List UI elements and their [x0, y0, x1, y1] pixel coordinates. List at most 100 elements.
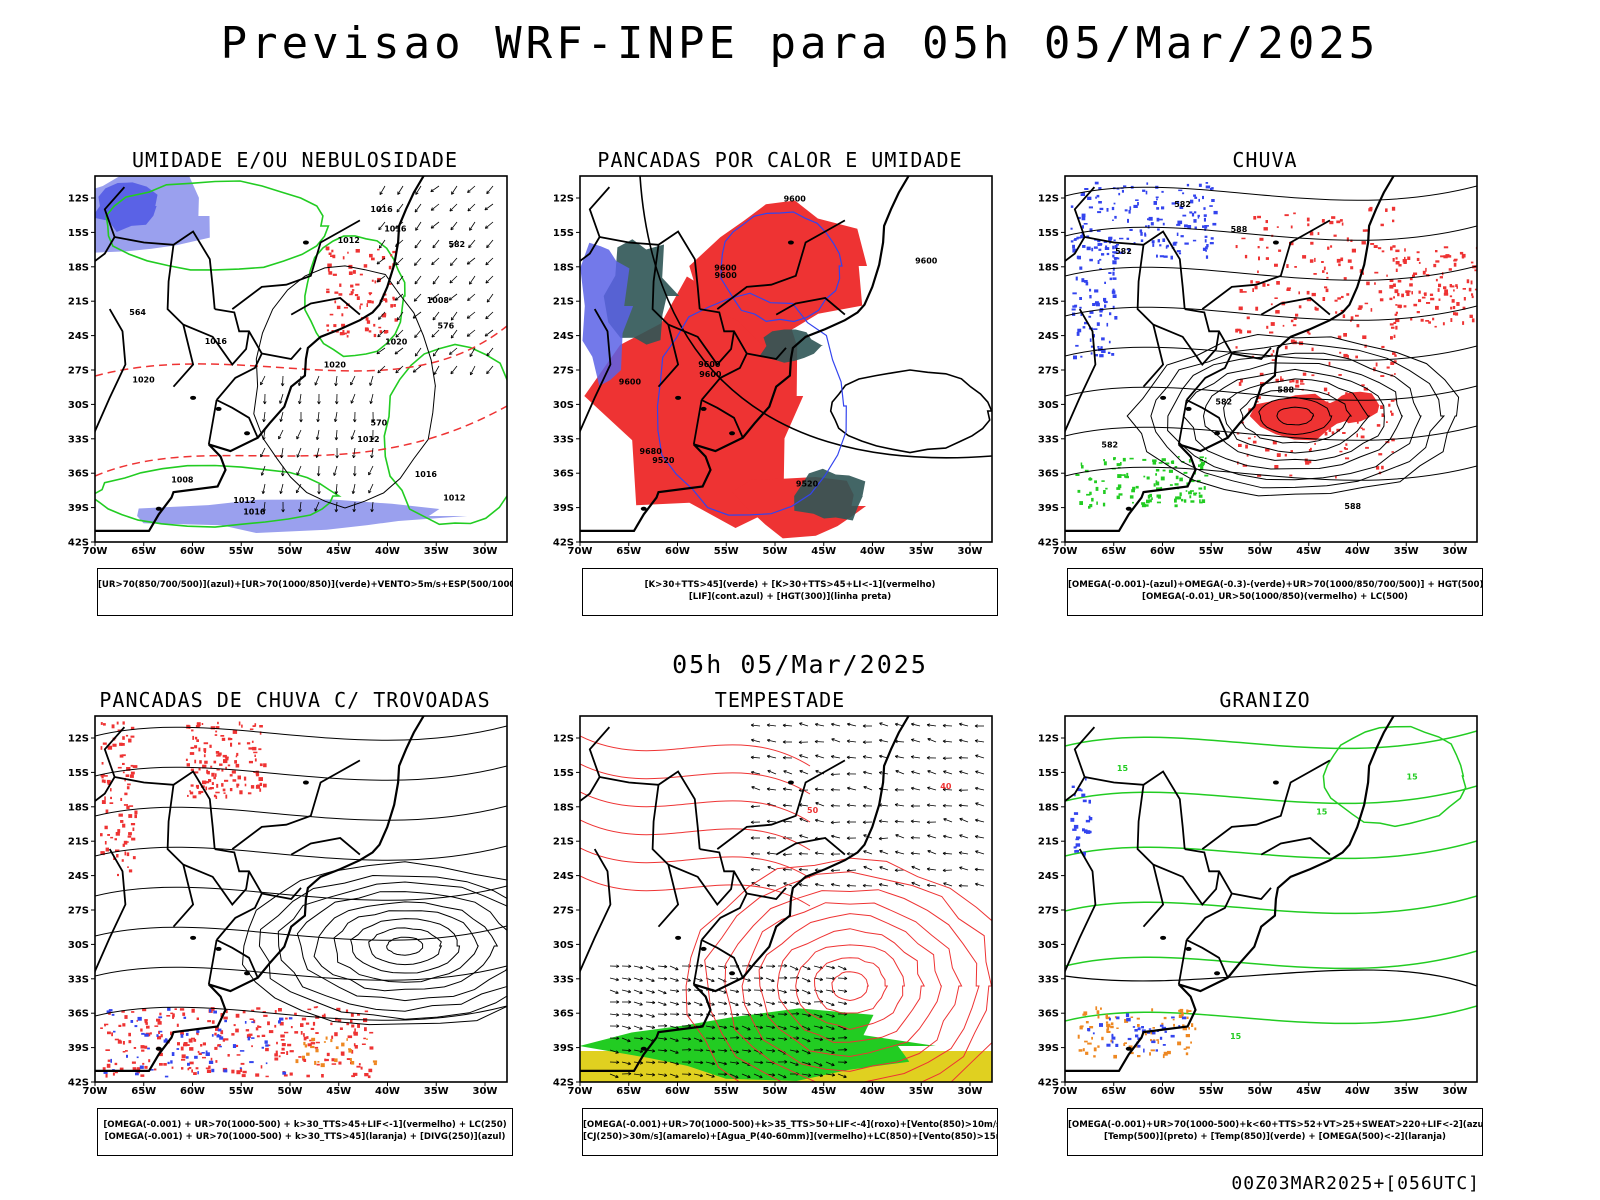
rain-mark [1356, 420, 1359, 424]
wind-vector [371, 501, 374, 512]
wind-vector-head [784, 1012, 788, 1017]
wind-vector [975, 755, 985, 759]
wind-vector [412, 365, 422, 373]
storm-mark [257, 784, 260, 787]
rain-mark [1290, 225, 1293, 229]
omega-mark [1158, 218, 1163, 221]
divergence-mark [165, 1038, 168, 1041]
map-granizo[interactable]: 1515151512S15S18S21S24S27S30S33S36S39S42… [1025, 712, 1505, 1112]
streamline [1239, 388, 1353, 444]
omega-mark [1104, 247, 1110, 250]
wind-vector [959, 771, 969, 775]
hail-mark-orange [1100, 1007, 1102, 1010]
wind-vector-head [687, 978, 691, 982]
wind-vector [767, 852, 777, 855]
wind-vector-head [894, 803, 899, 807]
rain-mark [1362, 428, 1365, 431]
omega-mark [1161, 190, 1164, 193]
storm-mark-orange [330, 1038, 333, 1043]
low-level-contour [704, 871, 992, 1082]
wind-vector [765, 1037, 775, 1041]
wind-vector-head [378, 316, 382, 320]
coastline [580, 176, 910, 532]
storm-mark [251, 740, 254, 743]
storm-mark [202, 764, 207, 769]
storm-mark [159, 1063, 163, 1066]
storm-mark [259, 725, 263, 728]
lake-mark [700, 406, 707, 411]
streamline [368, 927, 443, 966]
legend-line: [K>30+TTS>45](verde) + [K>30+TTS>45+LI<-… [644, 580, 936, 590]
omega-mark [1086, 493, 1091, 496]
map-pancadas-calor[interactable]: 9600960096009520960096009680960095209600… [540, 172, 1020, 572]
wind-vector-head [878, 819, 883, 824]
storm-mark [174, 1008, 177, 1010]
rain-mark [1239, 329, 1243, 334]
omega-mark [1168, 469, 1173, 473]
omega-mark [1113, 457, 1116, 461]
lat-label: 27S [553, 906, 574, 917]
rain-mark [1442, 322, 1445, 326]
wind-vector-head [796, 1036, 800, 1040]
wind-vector-head [615, 1074, 619, 1079]
wind-vector [431, 329, 440, 338]
wind-vector-head [747, 1074, 751, 1079]
wind-vector [837, 989, 847, 992]
wind-vector-head [911, 865, 915, 870]
map-tempestade[interactable]: 504012S15S18S21S24S27S30S33S36S39S42S70W… [540, 712, 1020, 1112]
wind-vector-head [958, 788, 962, 792]
map-chuva[interactable]: 58258858258858258858212S15S18S21S24S27S3… [1025, 172, 1505, 572]
wind-vector [782, 804, 793, 807]
wind-vector [765, 1025, 775, 1029]
streamline [1065, 305, 1477, 321]
wind-vector [783, 770, 793, 775]
wind-vector [279, 393, 284, 404]
wind-vector-head [316, 473, 321, 477]
coastline [1065, 716, 1395, 1072]
wind-vector-head [878, 883, 883, 887]
rain-mark [1386, 366, 1390, 369]
wind-vector [911, 771, 921, 775]
lon-label: 70W [1053, 546, 1078, 557]
wind-vector-head [798, 851, 802, 856]
rain-mark [1356, 433, 1358, 438]
lon-label: 55W [714, 546, 739, 557]
divergence-mark [163, 1039, 168, 1043]
lake-mark [190, 395, 197, 400]
wind-vector [879, 820, 889, 823]
wind-vector [927, 884, 937, 887]
hail-mark-orange [1123, 1043, 1126, 1046]
low-level-contour [580, 735, 811, 767]
wind-vector [450, 221, 458, 231]
storm-mark [219, 763, 223, 766]
wind-vector-head [315, 454, 319, 458]
omega-mark [1079, 297, 1082, 300]
rain-mark [1306, 299, 1312, 302]
country-border [699, 848, 748, 941]
omega-mark [1133, 204, 1138, 208]
wind-vector [837, 1001, 847, 1005]
storm-mark [215, 1060, 218, 1063]
wind-vector-head [414, 209, 418, 213]
storm-mark [249, 728, 254, 731]
map-umidade[interactable]: 1012101610161012100810201016101210081020… [55, 172, 535, 572]
rain-mark [1432, 317, 1435, 321]
omega-mark [1082, 245, 1086, 248]
rain-mark [1236, 328, 1241, 332]
storm-mark [242, 1070, 247, 1074]
wind-vector [942, 740, 953, 743]
wind-vector-head [699, 1002, 703, 1007]
storm-mark [183, 1043, 188, 1047]
wind-vector [450, 239, 458, 248]
wind-vector-head [664, 1024, 668, 1028]
omega-mark [1157, 239, 1160, 243]
hail-mark-blue [1072, 828, 1077, 831]
contour-label: 588 [1344, 502, 1361, 511]
hail-mark-orange [1191, 1023, 1194, 1027]
wind-vector [782, 724, 793, 727]
wind-vector [825, 1073, 835, 1076]
wind-vector-head [711, 966, 715, 971]
wind-vector [335, 429, 338, 441]
rain-mark [1329, 220, 1334, 225]
